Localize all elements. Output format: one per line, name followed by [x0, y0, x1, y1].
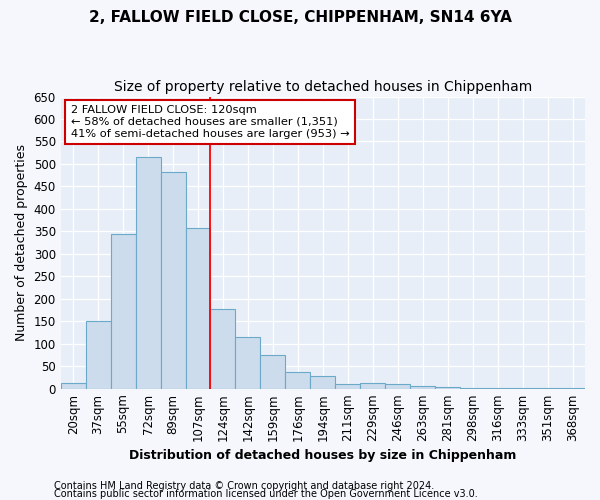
Bar	[360, 383, 385, 388]
Text: 2, FALLOW FIELD CLOSE, CHIPPENHAM, SN14 6YA: 2, FALLOW FIELD CLOSE, CHIPPENHAM, SN14 …	[89, 10, 511, 25]
Bar	[310, 376, 335, 388]
Bar	[185, 228, 211, 388]
Bar	[110, 234, 136, 388]
Bar	[211, 308, 235, 388]
Bar	[286, 372, 310, 388]
Bar	[136, 157, 161, 388]
Bar	[61, 384, 86, 388]
Bar	[385, 384, 410, 388]
Text: Contains HM Land Registry data © Crown copyright and database right 2024.: Contains HM Land Registry data © Crown c…	[54, 481, 434, 491]
Bar	[161, 172, 185, 388]
Bar	[86, 322, 110, 388]
Text: 2 FALLOW FIELD CLOSE: 120sqm
← 58% of detached houses are smaller (1,351)
41% of: 2 FALLOW FIELD CLOSE: 120sqm ← 58% of de…	[71, 106, 350, 138]
Title: Size of property relative to detached houses in Chippenham: Size of property relative to detached ho…	[114, 80, 532, 94]
Bar	[335, 384, 360, 388]
Y-axis label: Number of detached properties: Number of detached properties	[15, 144, 28, 341]
Bar	[235, 337, 260, 388]
Text: Contains public sector information licensed under the Open Government Licence v3: Contains public sector information licen…	[54, 489, 478, 499]
Bar	[260, 355, 286, 388]
Bar	[410, 386, 435, 388]
X-axis label: Distribution of detached houses by size in Chippenham: Distribution of detached houses by size …	[129, 450, 517, 462]
